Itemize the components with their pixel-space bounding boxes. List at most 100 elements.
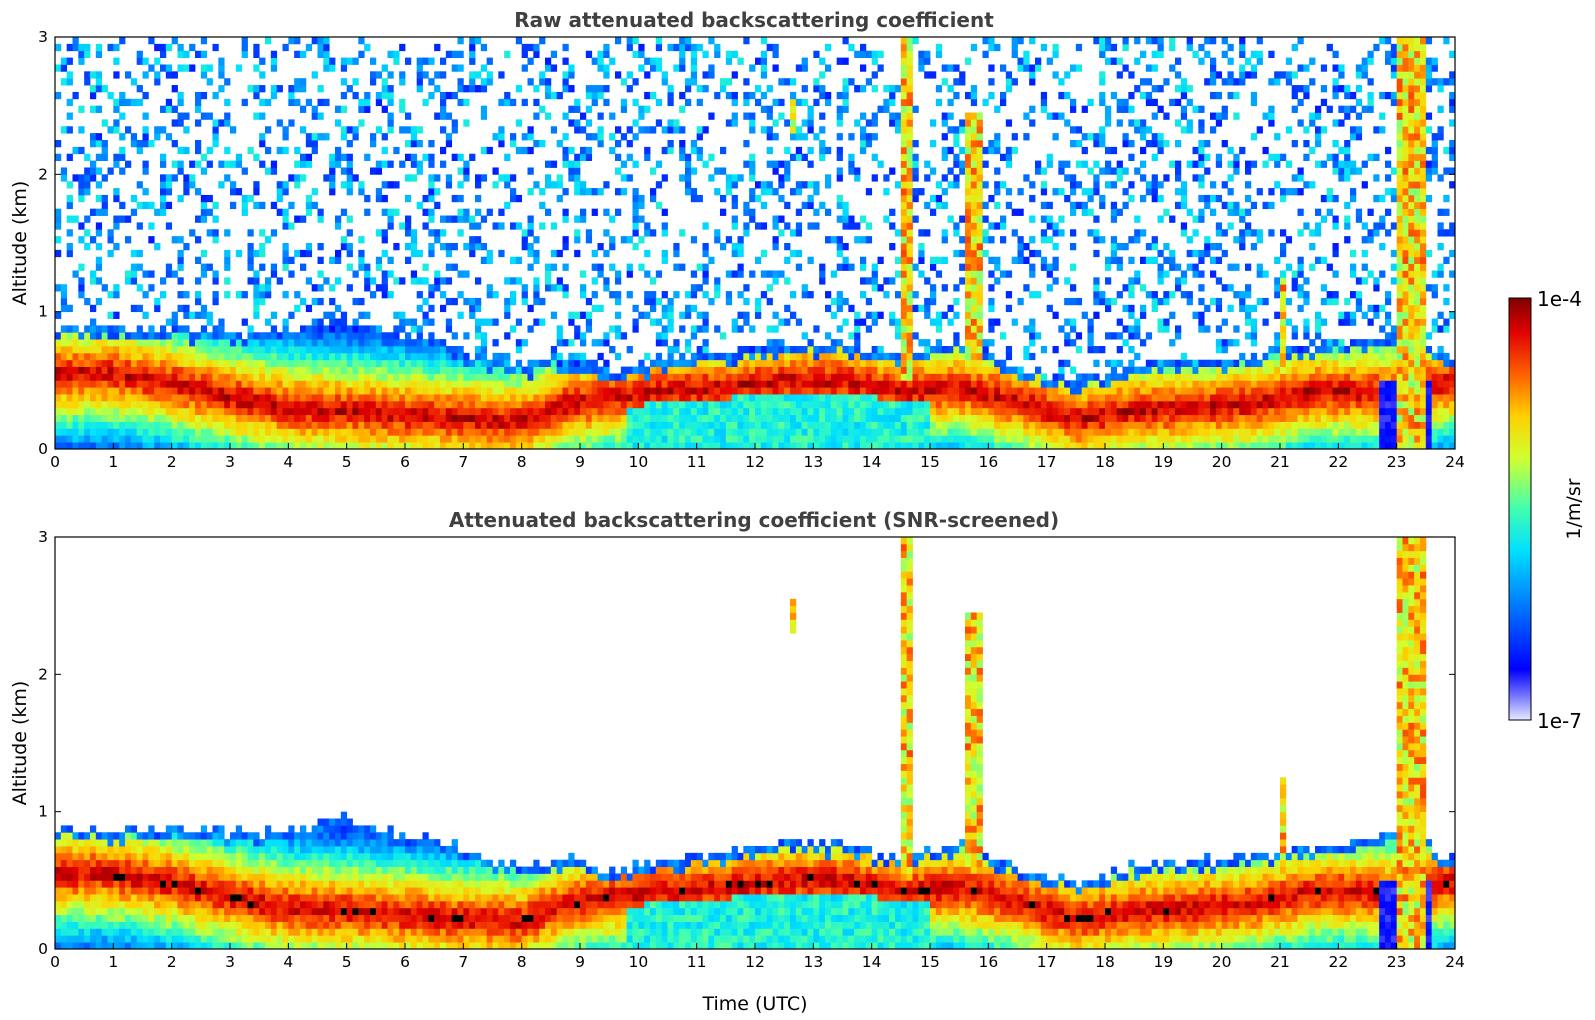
heatmap-cell <box>142 421 149 429</box>
heatmap-cell <box>702 291 709 299</box>
heatmap-cell <box>294 98 301 107</box>
heatmap-cell <box>364 332 371 340</box>
heatmap-cell <box>819 71 826 79</box>
heatmap-cell <box>340 380 348 388</box>
heatmap-cell <box>556 428 563 436</box>
heatmap-cell <box>235 373 243 381</box>
heatmap-cell <box>585 188 593 196</box>
heatmap-cell <box>265 346 272 354</box>
heatmap-cell <box>685 37 692 45</box>
heatmap-cell <box>230 366 237 374</box>
heatmap-cell <box>177 332 184 340</box>
heatmap-cell <box>498 352 505 361</box>
heatmap-cell <box>953 181 960 189</box>
heatmap-cell <box>323 57 330 65</box>
heatmap-cell <box>165 43 173 52</box>
heatmap-cell <box>60 421 68 429</box>
heatmap-cell <box>276 428 283 436</box>
heatmap-cell <box>720 373 727 381</box>
heatmap-cell <box>66 112 73 120</box>
heatmap-cell <box>772 387 779 395</box>
heatmap-cell <box>556 394 563 402</box>
heatmap-cell <box>486 387 493 395</box>
heatmap-cell <box>440 291 447 299</box>
heatmap-cell <box>720 332 727 340</box>
heatmap-cell <box>475 428 482 436</box>
heatmap-cell <box>772 270 779 278</box>
heatmap-cell <box>580 188 587 196</box>
heatmap-cell <box>247 194 254 203</box>
heatmap-cell <box>329 64 336 72</box>
heatmap-cell <box>941 421 948 429</box>
heatmap-cell <box>230 442 237 450</box>
heatmap-cell <box>130 208 138 216</box>
heatmap-cell <box>609 243 616 251</box>
heatmap-cell <box>259 263 266 271</box>
heatmap-cell <box>556 366 563 374</box>
heatmap-cell <box>702 160 709 168</box>
heatmap-cell <box>160 160 167 168</box>
heatmap-cell <box>550 50 558 58</box>
heatmap-cell <box>311 318 318 326</box>
heatmap-cell <box>200 201 208 210</box>
heatmap-cell <box>743 380 750 388</box>
heatmap-cell <box>317 352 324 361</box>
heatmap-cell <box>591 387 598 395</box>
heatmap-cell <box>515 400 523 409</box>
heatmap-cell <box>813 373 820 381</box>
heatmap-cell <box>953 435 960 443</box>
heatmap-cell <box>930 256 937 264</box>
heatmap-cell <box>650 304 657 313</box>
heatmap-cell <box>965 140 972 148</box>
heatmap-cell <box>731 194 738 203</box>
heatmap-cell <box>603 373 610 381</box>
heatmap-cell <box>743 394 750 402</box>
heatmap-cell <box>317 112 324 120</box>
heatmap-cell <box>358 263 365 271</box>
heatmap-cell <box>784 407 791 416</box>
heatmap-cell <box>545 160 552 168</box>
heatmap-cell <box>270 373 278 381</box>
heatmap-cell <box>1040 346 1048 354</box>
heatmap-cell <box>784 201 791 210</box>
heatmap-cell <box>434 236 441 244</box>
heatmap-cell <box>113 428 120 436</box>
heatmap-cell <box>405 366 412 374</box>
heatmap-cell <box>340 407 348 416</box>
heatmap-cell <box>276 387 283 395</box>
heatmap-cell <box>1046 153 1053 161</box>
heatmap-cell <box>101 421 108 429</box>
heatmap-cell <box>335 222 342 230</box>
heatmap-cell <box>860 387 867 395</box>
heatmap-cell <box>224 373 231 381</box>
heatmap-cell <box>469 249 476 258</box>
heatmap-cell <box>644 91 651 100</box>
heatmap-cell <box>545 112 552 120</box>
heatmap-cell <box>311 407 318 416</box>
heatmap-cell <box>107 407 114 416</box>
heatmap-cell <box>253 400 260 409</box>
heatmap-cell <box>860 318 867 326</box>
heatmap-cell <box>340 105 348 113</box>
heatmap-cell <box>136 394 143 402</box>
heatmap-cell <box>994 167 1001 175</box>
heatmap-cell <box>195 277 202 285</box>
heatmap-cell <box>504 380 511 388</box>
heatmap-cell <box>148 421 155 429</box>
heatmap-cell <box>959 366 966 374</box>
heatmap-cell <box>836 119 843 127</box>
heatmap-cell <box>795 352 803 361</box>
heatmap-cell <box>976 428 983 436</box>
heatmap-cell <box>912 352 919 361</box>
heatmap-cell <box>253 297 260 306</box>
heatmap-cell <box>1000 394 1007 402</box>
heatmap-cell <box>702 414 709 422</box>
heatmap-cell <box>644 71 651 79</box>
heatmap-cell <box>545 263 552 271</box>
heatmap-cell <box>976 407 983 416</box>
heatmap-cell <box>1029 442 1036 450</box>
heatmap-cell <box>270 414 278 422</box>
heatmap-cell <box>253 359 260 367</box>
heatmap-cell <box>323 43 330 52</box>
heatmap-cell <box>480 414 488 422</box>
